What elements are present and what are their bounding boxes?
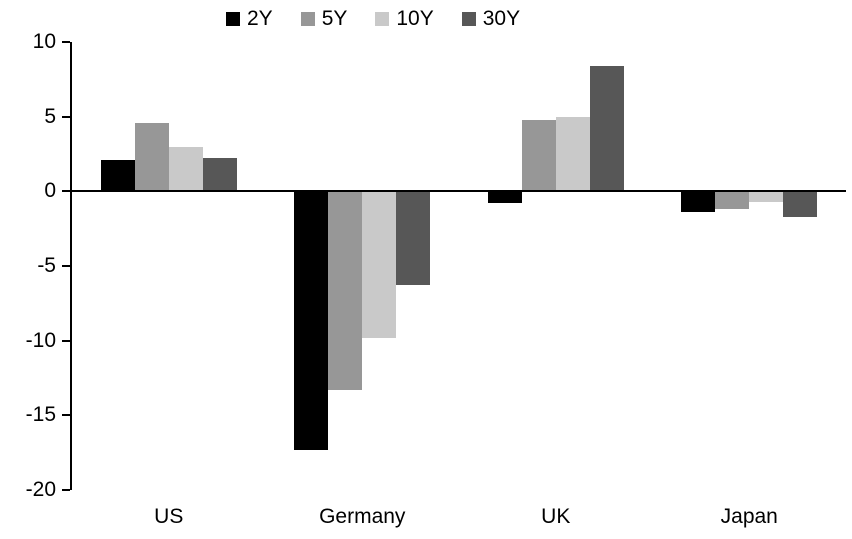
y-axis-tick-label: -10: [25, 328, 56, 352]
y-axis-tick-label: -20: [25, 478, 56, 501]
x-axis-category-label: UK: [541, 505, 571, 528]
legend-marker-icon-30y: [461, 11, 476, 26]
bar-germany-10y: [362, 191, 397, 338]
legend-item-30y: 30Y: [461, 7, 521, 30]
bar-us-5y: [134, 122, 169, 192]
bar-uk-10y: [555, 116, 590, 192]
y-axis-tick-mark: [62, 265, 70, 267]
bar-us-30y: [202, 158, 237, 192]
y-axis-tick-mark: [62, 41, 70, 43]
x-axis-category-label: Germany: [319, 505, 406, 528]
legend-item-5y: 5Y: [300, 7, 348, 30]
y-axis-tick-label: 5: [44, 104, 56, 128]
y-axis-tick-label: 0: [44, 179, 56, 203]
x-axis-category-label: US: [154, 505, 184, 528]
chart-legend: 2Y 5Y 10Y 30Y: [226, 8, 520, 29]
legend-item-2y: 2Y: [226, 8, 273, 29]
legend-item-10y: 10Y: [375, 7, 434, 30]
legend-marker-icon-10y: [375, 11, 390, 26]
legend-marker-icon-5y: [300, 11, 315, 26]
y-axis-tick-mark: [62, 339, 70, 342]
bar-uk-5y: [521, 119, 556, 192]
bar-germany-2y: [294, 191, 329, 450]
bar-germany-30y: [396, 191, 431, 286]
legend-label-30y: 30Y: [482, 7, 521, 30]
legend-label-2y: 2Y: [247, 7, 273, 30]
y-axis-line: [70, 42, 72, 490]
y-axis-tick-label: -5: [37, 254, 56, 277]
bar-germany-5y: [328, 191, 363, 390]
legend-marker-icon-2y: [226, 11, 240, 26]
legend-label-5y: 5Y: [321, 7, 348, 30]
bar-uk-30y: [589, 65, 624, 192]
y-axis-tick-mark: [62, 489, 70, 491]
bar-us-10y: [168, 146, 203, 192]
y-axis-tick-label: 10: [32, 30, 56, 53]
x-axis-category-label: Japan: [720, 505, 778, 528]
y-axis-tick-mark: [62, 190, 70, 193]
bar-us-2y: [100, 159, 135, 192]
bar-japan-5y: [715, 191, 750, 210]
bar-japan-2y: [681, 191, 716, 213]
bar-uk-2y: [487, 191, 522, 204]
bar-japan-30y: [783, 191, 818, 217]
zero-axis-line: [72, 190, 846, 193]
y-axis-tick-label: -15: [25, 403, 56, 427]
bar-japan-10y: [749, 191, 784, 202]
legend-label-10y: 10Y: [396, 7, 434, 30]
y-axis-tick-mark: [62, 414, 70, 417]
y-axis-tick-mark: [62, 115, 70, 118]
